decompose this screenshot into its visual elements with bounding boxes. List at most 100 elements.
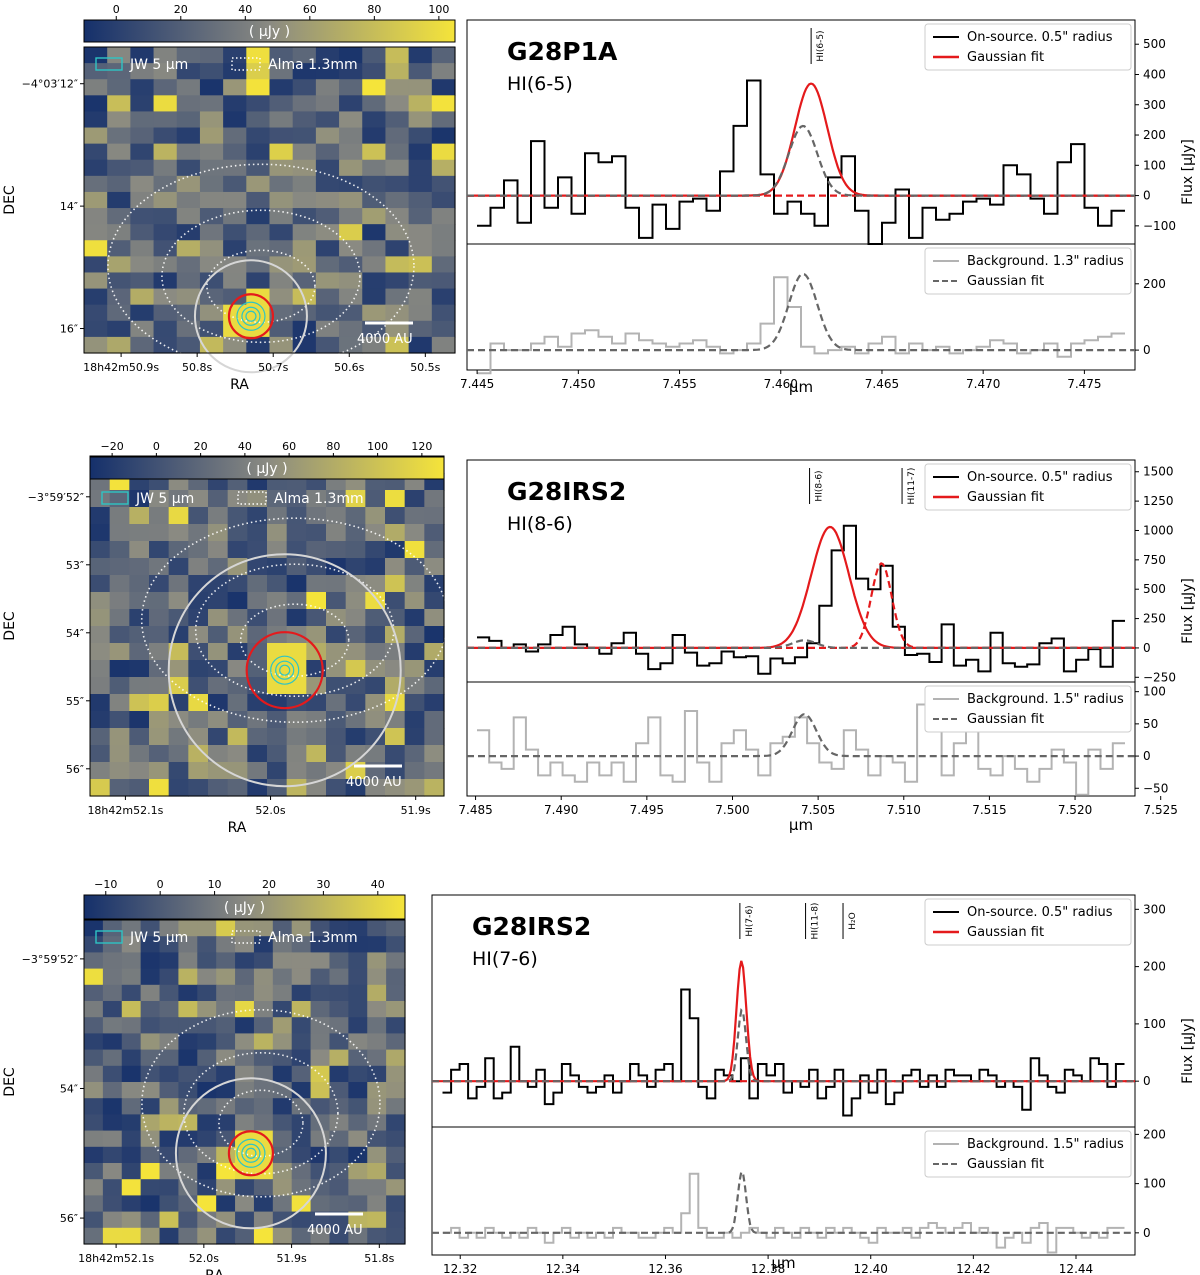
map-pixel — [247, 541, 268, 559]
map-pixel — [306, 575, 327, 593]
colorbar — [89, 456, 445, 480]
map-pixel — [292, 272, 317, 290]
map-pixel — [140, 1211, 161, 1229]
ra-tick-label: 18h42m50.9s — [83, 361, 159, 374]
y-tick-label: 0 — [1143, 189, 1151, 203]
legend-frame — [924, 1130, 1132, 1178]
map-pixel — [345, 558, 366, 576]
map-pixel — [286, 643, 307, 661]
map-pixel — [362, 143, 387, 161]
map-pixel — [310, 920, 331, 937]
map-pixel — [153, 63, 178, 80]
map-pixel — [188, 524, 209, 542]
map-pixel — [102, 1082, 123, 1099]
map-pixel — [326, 524, 347, 542]
map-pixel — [102, 1049, 123, 1067]
map-pixel — [386, 1114, 406, 1132]
source-aperture — [227, 293, 275, 340]
map-pixel — [326, 762, 347, 780]
map-pixel — [90, 694, 111, 712]
map-pixel — [107, 304, 131, 322]
colorbar-tick-label: 10 — [208, 878, 222, 891]
map-pixel — [140, 920, 161, 937]
map-pixel — [386, 1049, 406, 1067]
source-aperture — [245, 631, 324, 710]
map-pixel — [365, 643, 386, 661]
line-marker-label: HI(8-6) — [815, 470, 825, 501]
y-tick-label: −250 — [1143, 670, 1176, 684]
map-pixel — [362, 159, 387, 177]
map-pixel — [291, 1065, 312, 1083]
map-pixel — [345, 745, 366, 763]
map-pixel — [267, 558, 288, 576]
map-pixel — [267, 490, 288, 508]
map-pixel — [109, 745, 130, 763]
map-pixel — [286, 745, 307, 763]
map-pixel — [362, 63, 387, 80]
map-pixel — [310, 936, 331, 953]
map-pixel — [149, 660, 170, 678]
map-pixel — [367, 984, 387, 1002]
map-pixel — [424, 660, 445, 678]
map-pixel — [109, 592, 130, 610]
gaussian-fit-line — [467, 82, 1135, 197]
map-pixel — [269, 159, 294, 177]
map-pixel — [102, 936, 123, 953]
map-pixel — [315, 95, 340, 113]
map-pixel — [247, 626, 268, 644]
map-pixel — [223, 272, 247, 290]
map-pixel — [404, 694, 425, 712]
legend-fit-label: Gaussian fit — [967, 925, 1044, 940]
map-pixel — [121, 1163, 142, 1180]
map-pixel — [348, 1211, 368, 1229]
map-pixel — [153, 304, 178, 322]
map-pixel — [408, 304, 433, 322]
panel-title: G28IRS2 — [507, 477, 626, 506]
map-pixel — [159, 984, 180, 1002]
map-pixel — [310, 1195, 331, 1213]
map-pixel — [130, 256, 155, 274]
panel-3: JW 5 μm Alma 1.3mm 4000 AU ( μJy ) −10 0 10 20 3… — [2, 878, 1196, 1275]
map-pixel — [253, 1130, 274, 1148]
map-pixel — [385, 728, 406, 746]
map-pixel — [292, 288, 317, 306]
map-pixel — [227, 507, 248, 525]
map-pixel — [208, 677, 229, 695]
map-pixel — [199, 272, 224, 290]
map-pixel — [306, 558, 327, 576]
jw-contour — [245, 310, 257, 322]
map-pixel — [149, 745, 170, 763]
map-pixel — [208, 592, 229, 610]
map-pixel — [247, 558, 268, 576]
map-pixel — [90, 762, 111, 780]
map-pixel — [84, 968, 104, 986]
map-pixel — [286, 507, 307, 525]
map-pixel — [291, 1082, 312, 1099]
map-pixel — [149, 711, 170, 729]
map-pixel — [129, 490, 150, 508]
map-pixel — [345, 779, 366, 797]
y-tick-label: 500 — [1143, 37, 1166, 51]
map-pixel — [385, 677, 406, 695]
map-pixel — [404, 745, 425, 763]
map-pixel — [188, 677, 209, 695]
map-pixel — [121, 952, 142, 970]
y-tick-label: 0 — [1143, 1226, 1151, 1240]
map-pixel — [223, 304, 247, 322]
map-pixel — [246, 208, 271, 225]
dec-axis-label: DEC — [2, 1067, 18, 1097]
map-pixel — [385, 524, 406, 542]
map-pixel — [129, 541, 150, 559]
map-pixel — [315, 288, 340, 306]
map-pixel — [216, 984, 236, 1002]
map-pixel — [292, 240, 317, 257]
colorbar-unit: ( μJy ) — [246, 461, 287, 477]
map-pixel — [253, 1114, 274, 1132]
map-pixel — [386, 920, 406, 937]
map-pixel — [315, 79, 340, 96]
map-pixel — [286, 490, 307, 508]
map-pixel — [348, 1130, 368, 1148]
map-pixel — [188, 558, 209, 576]
map-pixel — [286, 677, 307, 695]
map-pixel — [348, 1049, 368, 1067]
